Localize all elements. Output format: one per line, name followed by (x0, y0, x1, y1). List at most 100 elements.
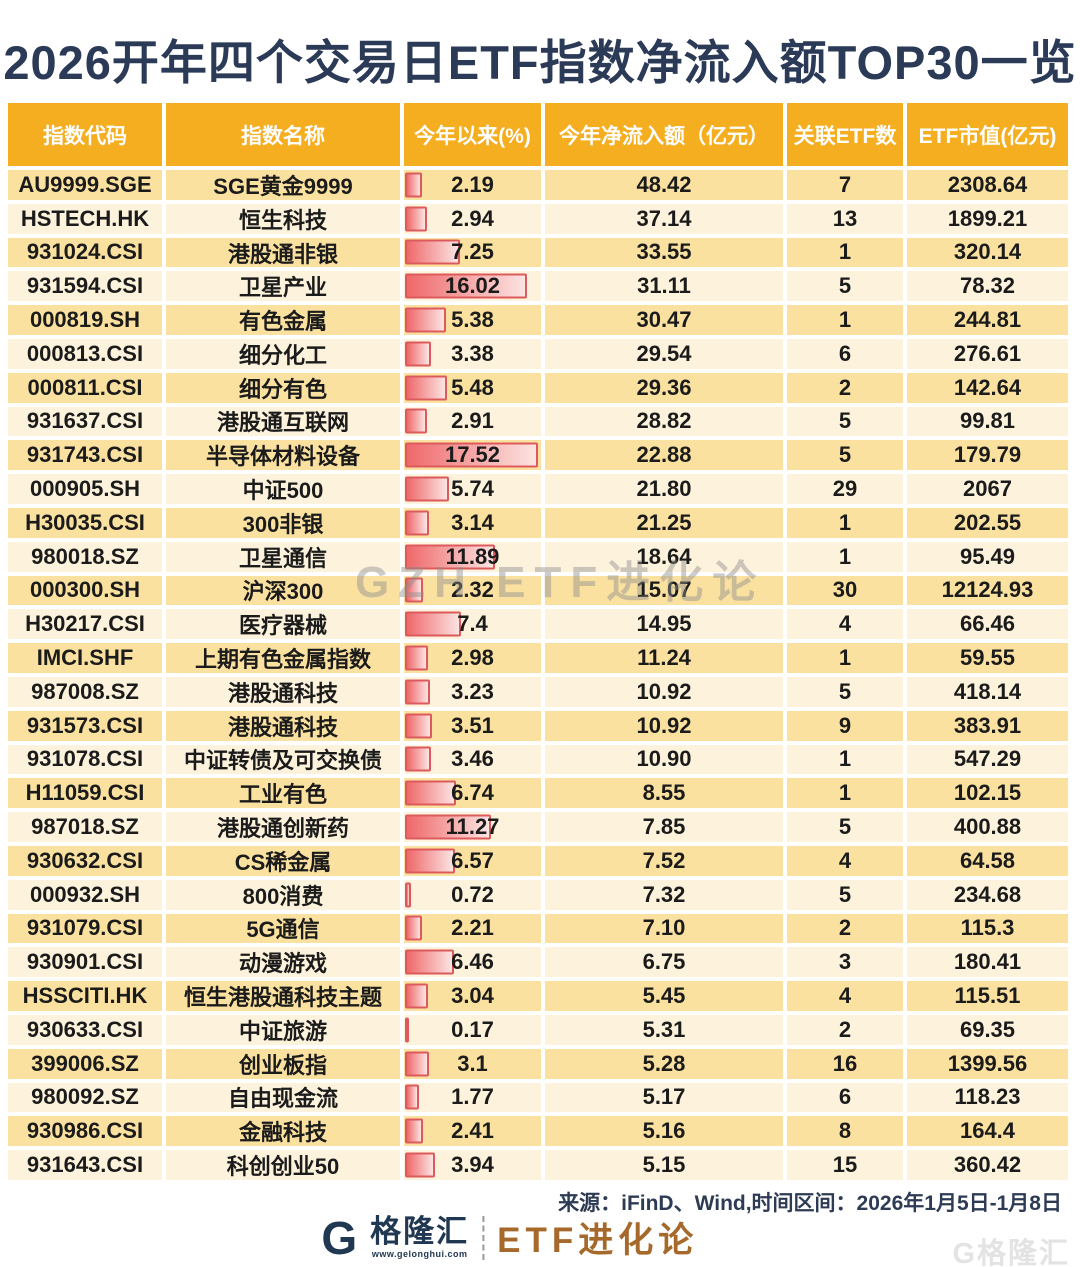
index-name: 有色金属 (166, 305, 400, 335)
column-header-etf-count: 关联ETF数 (787, 103, 903, 166)
inflow-value: 29.54 (545, 338, 783, 369)
etf-count: 7 (787, 170, 903, 200)
etf-count: 13 (787, 203, 903, 234)
ytd-bar (405, 172, 422, 198)
index-name: 细分有色 (166, 372, 400, 403)
inflow-value: 5.45 (545, 981, 783, 1011)
ytd-value: 5.74 (451, 476, 494, 502)
index-code: 980092.SZ (8, 1082, 162, 1113)
market-cap: 64.58 (907, 845, 1068, 876)
etf-count: 1 (787, 305, 903, 335)
index-name: 科创创业50 (166, 1150, 400, 1180)
ytd-value: 3.14 (451, 509, 494, 535)
etf-count: 8 (787, 1116, 903, 1147)
market-cap: 95.49 (907, 541, 1068, 572)
inflow-value: 31.11 (545, 271, 783, 302)
ytd-cell: 3.14 (404, 507, 541, 538)
index-name: 中证转债及可交换债 (166, 744, 400, 775)
ytd-bar (405, 341, 431, 367)
market-cap: 78.32 (907, 271, 1068, 302)
inflow-value: 5.17 (545, 1082, 783, 1113)
column-header-index-name: 指数名称 (166, 103, 400, 166)
index-code: 931024.CSI (8, 237, 162, 268)
ytd-bar (405, 307, 446, 333)
market-cap: 69.35 (907, 1014, 1068, 1045)
data-source-note: 来源：iFinD、Wind,时间区间：2026年1月5日-1月8日 (558, 1192, 1062, 1215)
ytd-cell: 2.19 (404, 170, 541, 200)
index-name: 自由现金流 (166, 1082, 400, 1113)
index-name: 工业有色 (166, 778, 400, 809)
ytd-bar (405, 1051, 429, 1077)
inflow-value: 15.07 (545, 575, 783, 606)
ytd-cell: 5.48 (404, 372, 541, 403)
market-cap: 234.68 (907, 879, 1068, 910)
ytd-bar (405, 983, 429, 1009)
gelonghui-logo-icon: G (321, 1211, 358, 1264)
market-cap: 2067 (907, 474, 1068, 504)
market-cap: 320.14 (907, 237, 1068, 268)
etf-count: 29 (787, 474, 903, 504)
brand-series-name: ETF进化论 (497, 1221, 699, 1260)
ytd-bar (405, 375, 447, 401)
ytd-bar (405, 713, 432, 739)
ytd-bar (405, 611, 462, 637)
ytd-cell: 17.52 (404, 440, 541, 471)
ytd-cell: 2.98 (404, 643, 541, 673)
inflow-value: 10.92 (545, 710, 783, 741)
market-cap: 418.14 (907, 676, 1068, 707)
ytd-cell: 3.51 (404, 710, 541, 741)
ytd-value: 1.77 (451, 1084, 494, 1110)
market-cap: 66.46 (907, 609, 1068, 640)
index-name: 港股通互联网 (166, 406, 400, 437)
gelonghui-watermark-logo: G格隆汇 (952, 1238, 1070, 1267)
ytd-cell: 3.1 (404, 1048, 541, 1079)
ytd-bar (405, 848, 455, 874)
ytd-value: 3.94 (451, 1152, 494, 1177)
inflow-value: 29.36 (545, 372, 783, 403)
index-code: 987008.SZ (8, 676, 162, 707)
brand-url: www.gelonghui.com (371, 1248, 468, 1259)
ytd-bar (405, 544, 496, 570)
page-title: 2026开年四个交易日ETF指数净流入额TOP30一览 (3, 36, 1077, 89)
ytd-cell: 2.94 (404, 203, 541, 234)
index-name: 医疗器械 (166, 609, 400, 640)
ytd-value: 2.98 (451, 645, 494, 671)
ytd-cell: 7.25 (404, 237, 541, 268)
inflow-value: 10.92 (545, 676, 783, 707)
market-cap: 202.55 (907, 507, 1068, 538)
index-name: 300非银 (166, 507, 400, 538)
ytd-bar (405, 239, 461, 265)
ytd-bar (405, 1084, 419, 1110)
ytd-cell: 5.38 (404, 305, 541, 335)
index-code: 931594.CSI (8, 271, 162, 302)
index-name: 创业板指 (166, 1048, 400, 1079)
inflow-value: 48.42 (545, 170, 783, 200)
ytd-cell: 3.04 (404, 981, 541, 1011)
etf-count: 4 (787, 845, 903, 876)
etf-count: 1 (787, 237, 903, 268)
ytd-cell: 0.72 (404, 879, 541, 910)
market-cap: 244.81 (907, 305, 1068, 335)
etf-count: 1 (787, 541, 903, 572)
index-code: 000819.SH (8, 305, 162, 335)
ytd-value: 5.38 (451, 307, 494, 333)
ytd-bar (405, 1118, 424, 1144)
inflow-value: 11.24 (545, 643, 783, 673)
index-name: 动漫游戏 (166, 947, 400, 978)
inflow-value: 6.75 (545, 947, 783, 978)
index-name: 恒生港股通科技主题 (166, 981, 400, 1011)
inflow-value: 5.28 (545, 1048, 783, 1079)
index-code: 931079.CSI (8, 913, 162, 944)
etf-count: 1 (787, 643, 903, 673)
brand-divider (482, 1215, 485, 1260)
inflow-value: 28.82 (545, 406, 783, 437)
ytd-value: 6.74 (451, 780, 494, 806)
market-cap: 179.79 (907, 440, 1068, 471)
etf-count: 30 (787, 575, 903, 606)
index-code: 000300.SH (8, 575, 162, 606)
ytd-value: 2.19 (451, 171, 494, 197)
ytd-cell: 3.38 (404, 338, 541, 369)
ytd-bar (405, 915, 422, 941)
ytd-bar (405, 510, 429, 536)
